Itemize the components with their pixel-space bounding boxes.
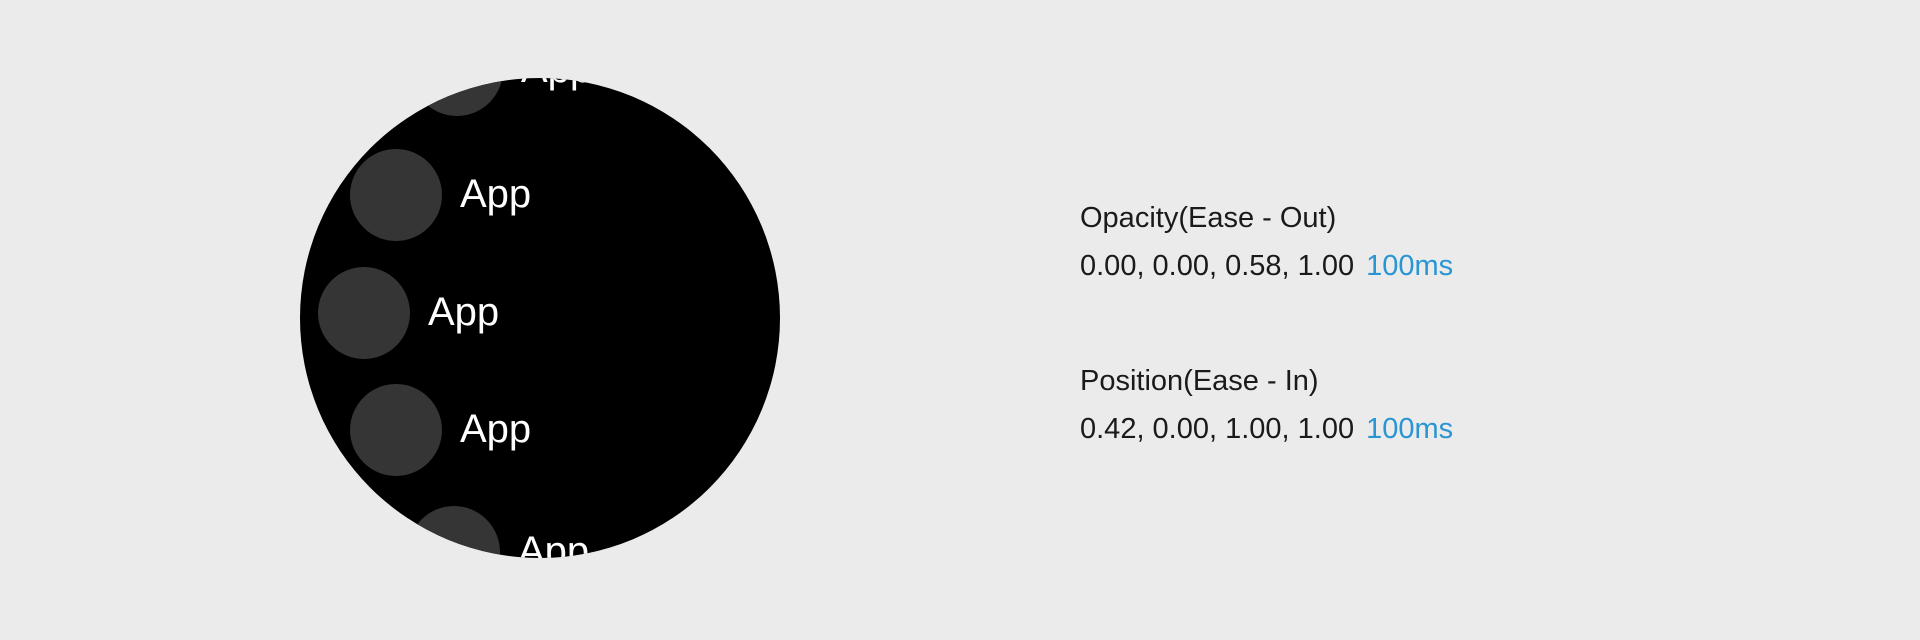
watch-screen: App App App App App (300, 78, 780, 558)
curve-duration: 100ms (1366, 413, 1454, 445)
bezier-values: 0.00, 0.00, 0.58, 1.00 (1080, 250, 1355, 282)
app-label: App (521, 78, 592, 94)
app-icon (350, 149, 442, 241)
curve-title: Opacity(Ease - Out) (1080, 202, 1337, 234)
app-icon (408, 506, 500, 558)
app-label: App (460, 172, 532, 216)
bezier-values: 0.42, 0.00, 1.00, 1.00 (1080, 413, 1355, 445)
curve-values-line: 0.42, 0.00, 1.00, 1.00 100ms (1080, 411, 1453, 447)
opacity-curve-block: Opacity(Ease - Out) 0.00, 0.00, 0.58, 1.… (1080, 200, 1453, 284)
app-label: App (428, 290, 500, 334)
curve-duration: 100ms (1366, 250, 1454, 282)
position-curve-block: Position(Ease - In) 0.42, 0.00, 1.00, 1.… (1080, 363, 1453, 447)
app-label: App (460, 407, 532, 451)
app-icon (411, 78, 503, 116)
curve-values-line: 0.00, 0.00, 0.58, 1.00 100ms (1080, 248, 1453, 284)
curve-title: Position(Ease - In) (1080, 365, 1319, 397)
app-label: App (518, 529, 590, 558)
app-icon (350, 384, 442, 476)
app-icon (318, 267, 410, 359)
